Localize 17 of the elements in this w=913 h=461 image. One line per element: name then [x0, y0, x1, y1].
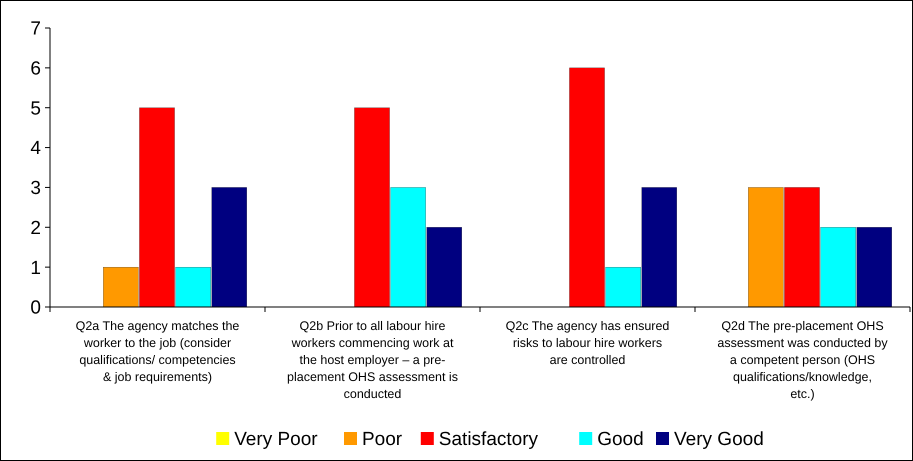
- x-tick-label: Q2c The agency has ensured risks to labour hire workers are controlled: [506, 319, 670, 367]
- y-tick-label: 5: [30, 98, 41, 120]
- legend-label: Poor: [362, 429, 403, 450]
- x-tick-label: Q2b Prior to all labour hire workers commencing work at the host employer – a pre-placement OHS assessment is conducted: [287, 319, 458, 401]
- y-tick-label: 2: [30, 218, 41, 239]
- x-tick-label: Q2a The agency matches the worker to the job (consider qualifications/ competencies & job requirements): [76, 319, 240, 384]
- y-tick-label: 7: [30, 18, 41, 40]
- y-tick-label: 3: [30, 178, 41, 200]
- y-tick-label: 6: [30, 58, 41, 80]
- y-tick-label: 4: [30, 138, 42, 160]
- x-tick-label: Q2d The pre-placement OHS assessment was conducted by a competent person (OHS qualifications/knowledge, etc.): [717, 319, 888, 401]
- y-tick-label: 1: [30, 258, 41, 279]
- legend-label: Very Poor: [234, 429, 318, 450]
- y-tick-label: 0: [30, 298, 41, 319]
- legend-label: Very Good: [674, 429, 764, 450]
- legend-label: Good: [597, 429, 644, 450]
- legend-label: Satisfactory: [438, 429, 539, 450]
